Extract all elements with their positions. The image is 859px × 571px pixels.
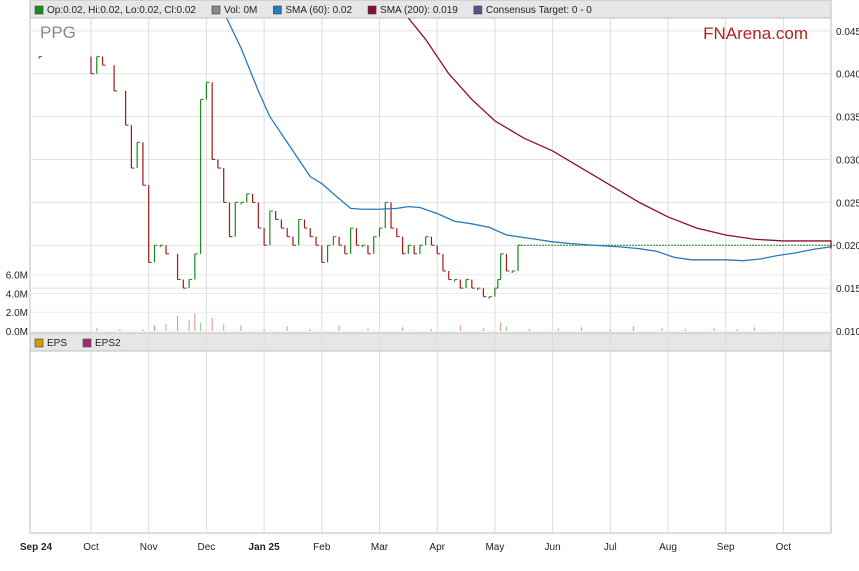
legend-label: SMA (200): 0.019 [380, 5, 458, 16]
volume-tick-label: 2.0M [6, 308, 28, 319]
eps-panel [29, 332, 832, 534]
price-tick-label: 0.020 [836, 241, 859, 252]
sma60-line [226, 17, 832, 262]
legend-label: EPS [47, 338, 67, 349]
legend-swatch [34, 338, 44, 348]
price-tick-label: 0.010 [836, 327, 859, 338]
volume-bars [96, 313, 756, 331]
x-tick-label: Aug [659, 542, 677, 553]
sma200-line [407, 17, 832, 249]
x-tick-label: Sep [717, 542, 735, 553]
volume-tick-label: 6.0M [6, 271, 28, 282]
x-tick-label: Mar [371, 542, 389, 553]
legend-swatch [473, 5, 483, 15]
x-tick-label: Oct [776, 542, 792, 553]
volume-axis: 0.0M 2.0M 4.0M 6.0M [6, 271, 28, 338]
x-tick-label: Jun [545, 542, 561, 553]
x-tick-label: Apr [429, 542, 445, 553]
price-tick-label: 0.040 [836, 70, 859, 81]
price-tick-label: 0.025 [836, 198, 859, 209]
x-tick-label: Sep 24 [20, 542, 53, 553]
legend-label: Vol: 0M [224, 5, 257, 16]
legend-swatch [82, 338, 92, 348]
x-tick-label: Nov [140, 542, 158, 553]
x-tick-label: May [485, 542, 504, 553]
x-tick-label: Dec [198, 542, 216, 553]
price-tick-label: 0.030 [836, 155, 859, 166]
grid [30, 18, 831, 533]
x-tick-label: Oct [83, 542, 99, 553]
ticker-label: PPG [40, 23, 76, 42]
eps-legend-bar [29, 332, 832, 352]
price-bars [38, 56, 836, 299]
time-axis: Sep 24 Oct Nov Dec Jan 25 Feb Mar Apr May Jun Jul A… [20, 542, 792, 553]
price-legend-bar [29, 0, 832, 19]
eps-legend: EPS EPS2 [34, 338, 121, 349]
legend-label: SMA (60): 0.02 [285, 5, 352, 16]
x-tick-label: Feb [313, 542, 331, 553]
legend-swatch [367, 5, 377, 15]
legend-label: Op:0.02, Hi:0.02, Lo:0.02, Cl:0.02 [47, 5, 196, 16]
brand-logo: FNArena.com [703, 24, 808, 43]
legend-label: Consensus Target: 0 - 0 [486, 5, 592, 16]
price-tick-label: 0.045 [836, 27, 859, 38]
legend-label: EPS2 [95, 338, 121, 349]
price-axis: 0.010 0.015 0.020 0.025 0.030 0.035 0.040 0.045 [836, 27, 859, 338]
legend-swatch [273, 5, 282, 15]
price-panel [29, 0, 832, 334]
price-tick-label: 0.015 [836, 284, 859, 295]
volume-tick-label: 0.0M [6, 327, 28, 338]
legend-swatch [211, 5, 221, 15]
x-tick-label: Jan 25 [249, 542, 281, 553]
price-legend: Op:0.02, Hi:0.02, Lo:0.02, Cl:0.02 Vol: 0… [34, 5, 592, 16]
x-tick-label: Jul [604, 542, 617, 553]
volume-tick-label: 4.0M [6, 289, 28, 300]
legend-swatch [34, 5, 44, 15]
price-tick-label: 0.035 [836, 113, 859, 124]
